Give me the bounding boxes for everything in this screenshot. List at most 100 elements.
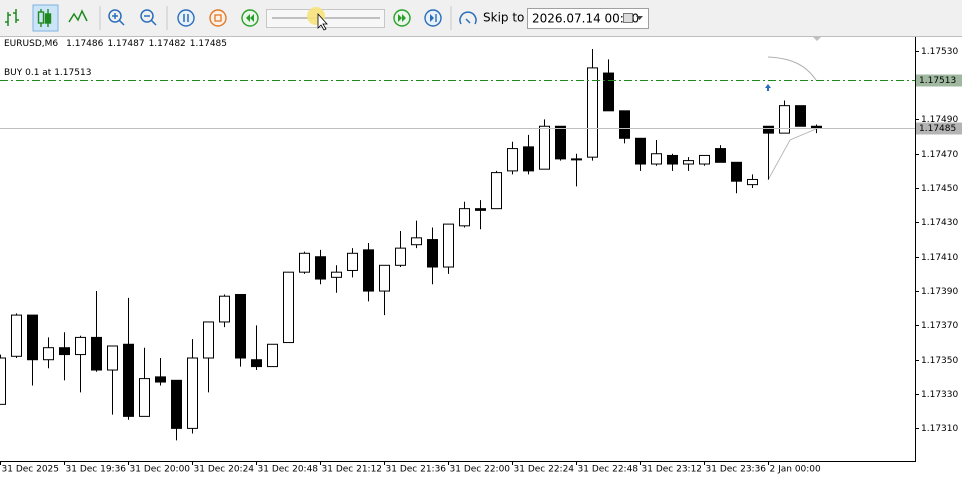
symbol: EURUSD,M6 [4,39,58,49]
quote-value: 1.17486 [66,39,103,49]
fast-forward-button[interactable] [393,9,411,27]
candle-body [11,314,22,357]
candle-body [203,321,214,359]
quote-value: 1.17482 [149,39,186,49]
bar-chart-button[interactable] [5,9,19,26]
candle-body [443,223,454,268]
candle-body [459,208,470,227]
x-tick-label: 31 Dec 21:12 [322,465,383,475]
level-label-box [916,74,962,87]
candle-body [763,125,774,134]
candle-body [235,293,246,359]
y-tick-label: 1.17390 [921,287,958,297]
y-tick-label: 1.17470 [921,150,958,160]
candles [0,49,822,441]
candle-body [107,345,118,371]
candle-body [299,252,310,273]
quote-value: 1.17485 [190,39,227,49]
candle-body [619,110,630,139]
candle-body [0,357,6,405]
step-button[interactable] [424,9,442,27]
candle-body [363,249,374,292]
y-tick-label: 1.17350 [921,356,958,366]
symbol-header: EURUSD,M6 1.17486 1.17487 1.17482 1.17485 [4,39,227,49]
y-tick-label: 1.17370 [921,321,958,331]
y-tick-label: 1.17450 [921,184,958,194]
line-chart-button[interactable] [68,9,88,23]
candle-body [123,343,134,417]
candle-body [731,161,742,182]
calendar-icon[interactable] [623,13,633,23]
x-tick-label: 31 Dec 21:36 [386,465,447,475]
candle-body [539,125,550,170]
candle-body [171,379,182,429]
buy-arrow [765,84,771,91]
candle-body [43,347,54,361]
candle-body [155,376,166,383]
x-tick-label: 31 Dec 22:48 [578,465,639,475]
candle-body [315,256,326,280]
shift-marker [813,37,821,41]
dropdown-arrow[interactable] [636,16,643,20]
date-value: 2026.07.14 00:00 [532,12,639,26]
candle-body [379,264,390,292]
candle-body [267,343,278,368]
skip-icon[interactable] [459,11,477,25]
level-label-box [916,122,962,135]
x-tick-label: 2 Jan 00:00 [770,465,822,475]
zoom-out-button[interactable] [140,9,157,26]
date-input[interactable] [527,8,649,29]
y-tick-label: 1.17330 [921,390,958,400]
candle-body [667,154,678,165]
candle-body [331,271,342,278]
x-tick-label: 31 Dec 23:12 [642,465,703,475]
candle-body [491,172,502,210]
y-tick-label: 1.17430 [921,218,958,228]
candle-body [59,347,70,356]
candle-body [427,239,438,268]
level-label: BUY 0.1 at 1.17513 [4,68,91,78]
candle-body [587,67,598,158]
x-tick-label: 31 Dec 22:00 [450,465,511,475]
candle-body [91,336,102,371]
stop-button[interactable] [209,9,227,27]
candle-body [795,105,806,127]
quote-value: 1.17487 [107,39,144,49]
x-tick-label: 31 Dec 22:24 [514,465,575,475]
trade-line [767,128,817,181]
candle-body [475,208,486,211]
y-tick-label: 1.17490 [921,115,958,125]
level-value: 1.17485 [919,124,956,134]
candle-body [603,72,614,112]
candle-body [651,153,662,165]
candle-body [251,359,262,368]
zoom-in-button[interactable] [108,9,125,26]
mouse-cursor [317,12,328,31]
candles-icon [37,9,52,27]
candle-body [139,378,150,417]
candle-body [27,314,38,361]
y-tick-label: 1.17310 [921,424,958,434]
candle-body [507,148,518,172]
x-tick-label: 31 Dec 23:36 [706,465,767,475]
candle-body [395,247,406,266]
candle-body [219,295,230,323]
candle-body [747,178,758,186]
rewind-button[interactable] [241,9,259,27]
candle-body [411,237,422,246]
candle-body [283,271,294,344]
candle-body [75,336,86,356]
level-value: 1.17513 [919,76,956,86]
x-tick-label: 31 Dec 20:24 [194,465,255,475]
skip-label: Skip to [483,11,524,25]
pause-button[interactable] [177,9,195,27]
y-tick-label: 1.17530 [921,47,958,57]
candle-body [635,137,646,165]
y-tick-label: 1.17410 [921,253,958,263]
candle-body [555,125,566,160]
x-tick-label: 31 Dec 2025 [2,465,60,475]
candle-body [699,154,710,165]
x-tick-label: 31 Dec 20:48 [258,465,319,475]
